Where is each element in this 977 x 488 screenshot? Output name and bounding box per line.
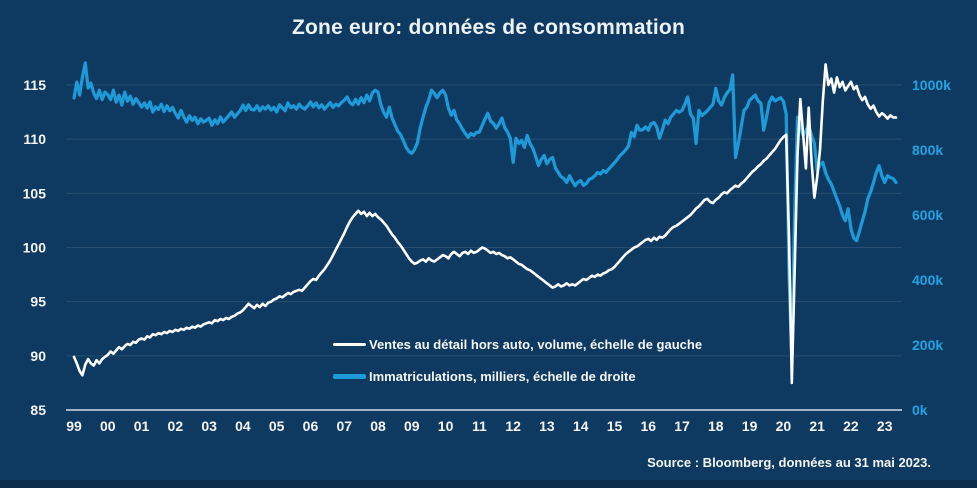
x-axis-tick-label: 15 — [607, 418, 623, 434]
x-axis-tick-label: 10 — [438, 418, 454, 434]
x-axis-tick-label: 04 — [235, 418, 251, 434]
x-axis-tick-label: 12 — [505, 418, 521, 434]
x-axis-tick-label: 00 — [100, 418, 116, 434]
left-axis-tick-label: 90 — [30, 348, 46, 364]
series-registrations-line — [72, 61, 898, 361]
right-axis-tick-label: 600k — [912, 207, 943, 223]
x-axis-tick-label: 19 — [742, 418, 758, 434]
x-axis-tick-label: 13 — [539, 418, 555, 434]
legend-label-retail: Ventes au détail hors auto, volume, éche… — [369, 336, 703, 352]
x-axis-tick-label: 06 — [303, 418, 319, 434]
chart-title: Zone euro: données de consommation — [291, 16, 685, 39]
x-axis-tick-label: 20 — [776, 418, 792, 434]
x-axis-tick-label: 23 — [877, 418, 893, 434]
right-axis-tick-label: 200k — [912, 337, 943, 353]
x-axis-tick-label: 22 — [843, 418, 859, 434]
right-axis-tick-label: 400k — [912, 272, 943, 288]
x-axis-tick-label: 17 — [674, 418, 690, 434]
x-axis-tick-label: 99 — [66, 418, 82, 434]
left-axis-tick-label: 85 — [30, 402, 46, 418]
legend-label-registrations: Immatriculations, milliers, échelle de d… — [369, 368, 636, 384]
legend-line-sample-registrations — [333, 373, 366, 379]
legend-item-retail: Ventes au détail hors auto, volume, éche… — [333, 336, 702, 352]
right-axis-tick-label: 1000k — [912, 77, 951, 93]
x-axis-tick-label: 03 — [201, 418, 217, 434]
x-axis-tick-label: 01 — [134, 418, 150, 434]
left-axis-tick-label: 105 — [23, 185, 47, 201]
x-axis-tick-label: 11 — [472, 418, 487, 434]
x-axis-tick-label: 08 — [370, 418, 386, 434]
left-axis-tick-label: 100 — [23, 240, 47, 256]
x-axis-tick-label: 09 — [404, 418, 420, 434]
series-retail-line — [72, 63, 898, 385]
x-axis-tick-label: 21 — [809, 418, 825, 434]
right-axis-tick-label: 800k — [912, 142, 943, 158]
x-axis-tick-label: 02 — [168, 418, 184, 434]
x-axis-tick-label: 14 — [573, 418, 589, 434]
legend-line-sample-retail — [333, 342, 366, 346]
x-axis-tick-label: 05 — [269, 418, 285, 434]
x-axis-tick-label: 07 — [336, 418, 352, 434]
x-axis-tick-label: 16 — [640, 418, 656, 434]
right-axis-tick-label: 0k — [912, 402, 928, 418]
bottom-border — [0, 480, 977, 488]
legend: Ventes au détail hors auto, volume, éche… — [333, 336, 702, 400]
left-axis-tick-label: 115 — [23, 77, 46, 93]
legend-item-registrations: Immatriculations, milliers, échelle de d… — [333, 368, 702, 384]
left-axis-tick-label: 95 — [30, 294, 46, 310]
source-note: Source : Bloomberg, données au 31 mai 20… — [647, 455, 931, 470]
left-axis-tick-label: 110 — [23, 131, 46, 147]
x-axis-tick-label: 18 — [708, 418, 724, 434]
